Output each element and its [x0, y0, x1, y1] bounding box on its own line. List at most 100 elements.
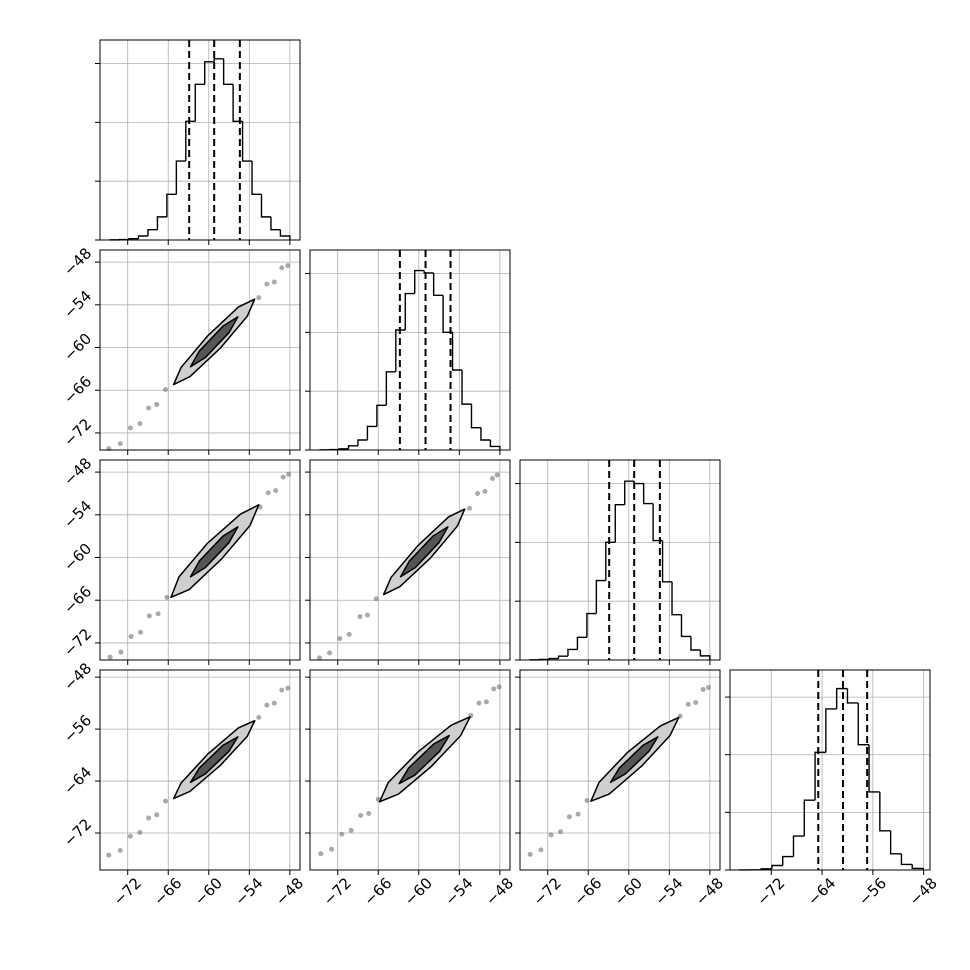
y-tick-label: −60	[60, 540, 95, 575]
y-tick-label: −72	[60, 815, 95, 850]
contour	[189, 526, 239, 578]
histogram-bin	[451, 332, 463, 371]
contour	[398, 734, 450, 785]
histogram-bin	[760, 868, 772, 870]
histogram-bin	[652, 503, 663, 542]
histogram-bin	[347, 445, 358, 449]
x-tick-label: −54	[231, 874, 266, 909]
sample-point	[339, 831, 345, 837]
sample-point	[327, 650, 333, 656]
histogram-bin	[376, 404, 387, 427]
histogram-bin	[803, 799, 816, 837]
x-tick-label: −54	[651, 874, 686, 909]
histogram-bin	[900, 853, 913, 866]
histogram-bin	[241, 121, 253, 162]
sample-point	[273, 488, 279, 494]
histogram-bin	[857, 702, 870, 746]
sample-point	[316, 655, 322, 661]
histogram-bin	[671, 581, 682, 616]
panel-frame	[99, 39, 301, 241]
sample-point	[285, 263, 291, 269]
histogram-bin	[147, 229, 158, 236]
histogram-bin	[846, 688, 859, 704]
histogram-bin	[432, 272, 444, 296]
x-tick-label: −72	[110, 874, 145, 909]
sample-point	[163, 798, 169, 804]
sample-point	[155, 611, 161, 617]
x-tick-label: −48	[906, 874, 941, 909]
sample-point	[575, 811, 581, 817]
histogram-bin	[825, 708, 837, 753]
histogram-bin	[156, 216, 167, 230]
y-tick-label: −48	[60, 244, 95, 279]
sample-point	[366, 811, 372, 817]
contour	[189, 736, 239, 784]
histogram-bin	[395, 329, 406, 372]
histogram-bin	[338, 448, 349, 450]
sample-point	[482, 488, 488, 494]
x-tick-label: −48	[692, 874, 727, 909]
histogram-bin	[567, 648, 578, 657]
sample-point	[364, 612, 370, 618]
sample-point	[476, 700, 482, 706]
sample-point	[279, 687, 285, 693]
sample-point	[494, 472, 500, 478]
sample-point	[496, 684, 502, 690]
sample-point	[163, 387, 169, 393]
x-tick-label: −56	[855, 874, 890, 909]
sample-point	[271, 279, 277, 285]
histogram-bin	[414, 269, 425, 294]
sample-point	[548, 832, 554, 838]
sample-point	[318, 851, 324, 857]
y-tick-label: −66	[60, 372, 95, 407]
panel-frame	[309, 249, 511, 451]
sample-point	[489, 476, 495, 482]
histogram-bin	[605, 541, 616, 581]
sample-point	[566, 814, 572, 820]
x-tick-label: −72	[320, 874, 355, 909]
y-tick-label: −54	[60, 497, 95, 532]
histogram-bin	[213, 58, 224, 62]
y-tick-label: −48	[60, 659, 95, 694]
histogram-bin	[835, 687, 848, 709]
sample-point	[264, 281, 270, 287]
sample-point	[685, 701, 691, 707]
sample-point	[256, 714, 262, 720]
histogram-bin	[889, 830, 902, 855]
sample-point	[138, 629, 144, 635]
sample-point	[154, 812, 160, 818]
histogram-bin	[270, 216, 281, 231]
panel-frame	[519, 459, 721, 661]
sample-point	[107, 654, 113, 660]
x-tick-label: −72	[530, 874, 565, 909]
histogram-bin	[771, 864, 783, 869]
panel-frame	[99, 459, 301, 661]
histogram-bin	[576, 636, 587, 650]
sample-point	[280, 474, 286, 480]
histogram-bin	[128, 237, 139, 240]
sample-point	[106, 852, 112, 858]
histogram-bin	[442, 295, 453, 334]
sample-point	[118, 649, 124, 655]
histogram-bin	[586, 612, 597, 638]
histogram-bin	[489, 440, 501, 450]
sample-point	[256, 295, 262, 301]
contour	[609, 736, 659, 784]
sample-point	[128, 634, 134, 640]
sample-point	[491, 686, 497, 692]
histogram-bin	[470, 404, 481, 429]
histogram-bin	[868, 744, 880, 793]
histogram-bin	[461, 370, 472, 405]
sample-point	[373, 596, 379, 602]
x-tick-label: −48	[272, 874, 307, 909]
sample-point	[329, 846, 335, 852]
histogram-bin	[366, 425, 377, 440]
sample-point	[265, 490, 271, 496]
sample-point	[146, 613, 152, 619]
histogram-bin	[879, 791, 891, 832]
histogram-bin	[232, 84, 243, 122]
sample-point	[137, 829, 143, 835]
histogram-bin	[166, 193, 177, 217]
histogram-bin	[385, 371, 396, 406]
